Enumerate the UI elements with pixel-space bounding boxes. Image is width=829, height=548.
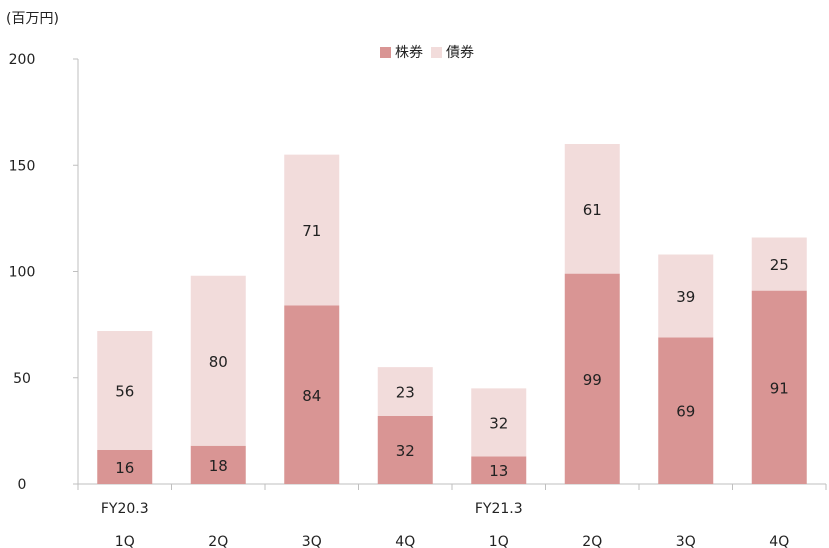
y-tick-label: 0 bbox=[18, 477, 27, 493]
bar-segment-stocks bbox=[564, 273, 620, 484]
data-label: 69 bbox=[676, 403, 695, 421]
legend: 株券 債券 bbox=[380, 42, 474, 62]
x-category-label: 1Q bbox=[115, 534, 135, 548]
bar-segment-stocks bbox=[658, 337, 714, 484]
bar-segment-bonds bbox=[284, 154, 340, 306]
bar-segment-stocks bbox=[97, 450, 153, 484]
x-category-label: 4Q bbox=[395, 534, 415, 548]
fiscal-year-label: FY20.3 bbox=[101, 501, 149, 517]
x-category-label: 2Q bbox=[208, 534, 228, 548]
legend-swatch-stocks bbox=[380, 46, 391, 58]
bar-segment-stocks bbox=[751, 290, 807, 484]
bar-segment-stocks bbox=[377, 416, 433, 484]
data-label: 71 bbox=[302, 222, 321, 240]
y-tick-label: 200 bbox=[9, 52, 36, 68]
data-label: 23 bbox=[396, 384, 415, 402]
x-category-label: 1Q bbox=[489, 534, 509, 548]
data-label: 16 bbox=[115, 459, 134, 477]
x-category-label: 4Q bbox=[769, 534, 789, 548]
data-label: 13 bbox=[489, 462, 508, 480]
bar-segment-bonds bbox=[471, 388, 527, 457]
x-category-label: 3Q bbox=[302, 534, 322, 548]
bar-segment-stocks bbox=[190, 445, 246, 484]
fiscal-year-label: FY21.3 bbox=[475, 501, 523, 517]
x-category-label: 2Q bbox=[582, 534, 602, 548]
y-tick-label: 50 bbox=[13, 371, 31, 387]
data-label: 25 bbox=[770, 256, 789, 274]
legend-item-stocks: 株券 bbox=[380, 42, 423, 62]
bar-segment-stocks bbox=[471, 456, 527, 484]
bar-segment-bonds bbox=[564, 144, 620, 274]
data-label: 18 bbox=[209, 457, 228, 475]
bar-segment-bonds bbox=[751, 237, 807, 291]
bar-segment-stocks bbox=[284, 305, 340, 484]
data-label: 32 bbox=[396, 442, 415, 460]
bar-segment-bonds bbox=[377, 367, 433, 416]
data-label: 80 bbox=[209, 353, 228, 371]
x-category-label: 3Q bbox=[676, 534, 696, 548]
data-label: 84 bbox=[302, 387, 321, 405]
data-label: 61 bbox=[583, 201, 602, 219]
bar-segment-bonds bbox=[190, 275, 246, 446]
legend-label-stocks: 株券 bbox=[395, 45, 423, 61]
y-tick-label: 100 bbox=[9, 265, 36, 281]
legend-item-bonds: 債券 bbox=[431, 42, 474, 62]
data-label: 91 bbox=[770, 379, 789, 397]
y-tick-label: 150 bbox=[9, 158, 36, 174]
unit-label: (百万円) bbox=[6, 11, 59, 27]
legend-label-bonds: 債券 bbox=[446, 45, 474, 61]
data-label: 32 bbox=[489, 414, 508, 432]
data-label: 56 bbox=[115, 383, 134, 401]
data-label: 39 bbox=[676, 288, 695, 306]
bar-segment-bonds bbox=[97, 331, 153, 450]
legend-swatch-bonds bbox=[431, 46, 442, 58]
bar-segment-bonds bbox=[658, 254, 714, 338]
data-label: 99 bbox=[583, 371, 602, 389]
